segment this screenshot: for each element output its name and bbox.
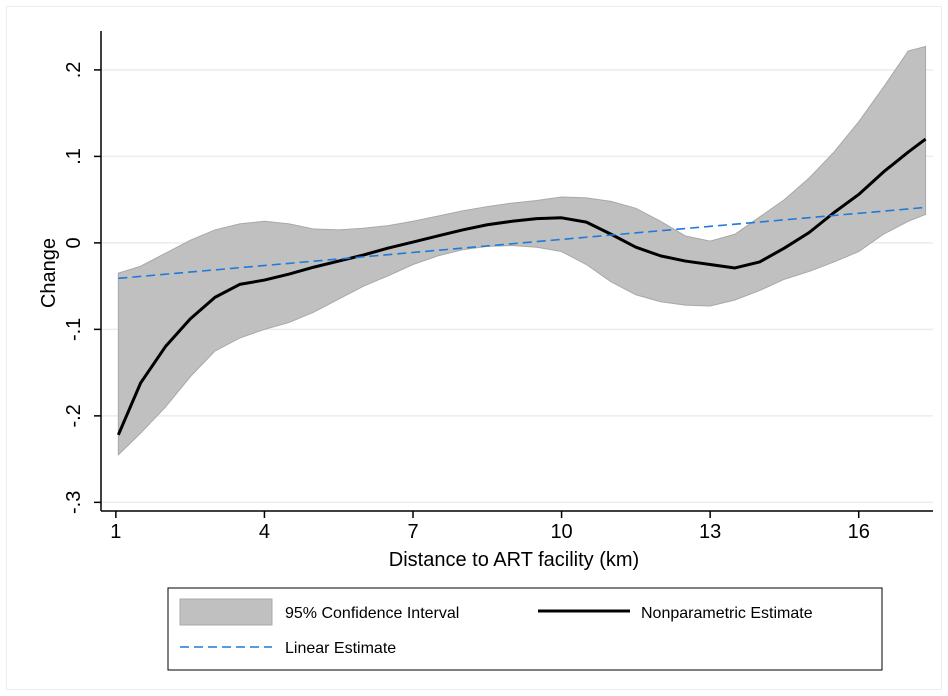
- y-tick-label: .1: [63, 148, 85, 165]
- x-tick-label: 13: [699, 521, 721, 543]
- y-tick-label: .2: [63, 62, 85, 79]
- legend: 95% Confidence Interval Nonparametric Est…: [167, 587, 883, 671]
- line-layer: [116, 137, 927, 436]
- y-tick-label: -.3: [63, 491, 85, 514]
- legend-label-ci: 95% Confidence Interval: [285, 605, 459, 622]
- chart-border: [6, 6, 942, 690]
- legend-label-nonparametric: Nonparametric Estimate: [641, 605, 813, 622]
- x-axis-title: Distance to ART facility (km): [389, 549, 639, 571]
- x-tick-label: 7: [407, 521, 418, 543]
- linear-estimate-line: [118, 206, 926, 280]
- axis-layer: .2 .1 0 -.1 -.2 -.3 1 4 7 10 13 16 Distance to ART f…: [38, 31, 933, 571]
- x-tick-label: 10: [550, 521, 572, 543]
- y-tick-label: -.1: [63, 318, 85, 341]
- ci-band: [117, 45, 927, 456]
- legend-swatch-ci: [179, 598, 273, 626]
- y-tick-label: -.2: [63, 404, 85, 427]
- y-tick-label: 0: [63, 237, 85, 248]
- legend-box: [167, 587, 883, 671]
- x-tick-label: 16: [848, 521, 870, 543]
- y-axis-title: Change: [38, 238, 60, 308]
- nonparametric-line: [116, 137, 927, 436]
- x-tick-label: 1: [110, 521, 121, 543]
- ci-band-layer: [117, 45, 927, 456]
- x-tick-label: 4: [259, 521, 270, 543]
- legend-label-linear: Linear Estimate: [285, 640, 396, 657]
